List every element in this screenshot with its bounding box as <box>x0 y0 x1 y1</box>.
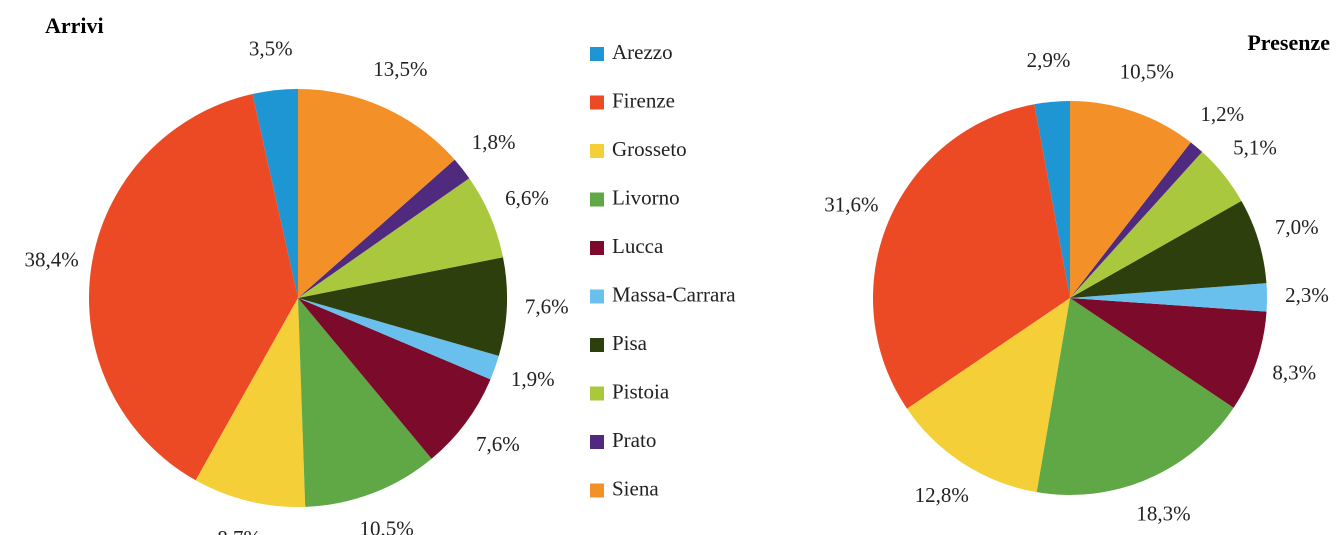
pie-slice: Lucca <box>1070 298 1267 408</box>
pie-slice: Prato <box>298 159 470 298</box>
data-label: 8,3% <box>1272 361 1316 385</box>
legend-swatch <box>590 435 604 449</box>
legend-label: Lucca <box>612 234 664 258</box>
pie-slice: Lucca <box>298 298 491 459</box>
legend-label: Siena <box>612 476 659 500</box>
legend-label: Arezzo <box>612 40 673 64</box>
pie-slice: Grosseto <box>907 298 1070 493</box>
data-label: 1,9% <box>511 367 555 391</box>
chart-title: Presenze <box>1247 30 1330 55</box>
chart-title: Arrivi <box>45 13 104 38</box>
data-label: 3,5% <box>249 36 293 60</box>
pie-slice: Pistoia <box>1070 151 1242 298</box>
data-label: 2,3% <box>1285 283 1329 307</box>
pie-slice: Livorno <box>1036 298 1234 495</box>
legend-label: Pisa <box>612 331 648 355</box>
pie-slice: Arezzo <box>252 89 298 298</box>
data-label: 18,3% <box>1136 502 1190 526</box>
data-label: 10,5% <box>360 516 414 535</box>
pie-slice: Massa-Carrara <box>298 298 499 380</box>
legend-swatch <box>590 241 604 255</box>
data-label: 31,6% <box>824 192 878 216</box>
pie-slice: Livorno <box>298 298 432 507</box>
data-label: 7,0% <box>1275 215 1319 239</box>
data-label: 12,8% <box>915 483 969 507</box>
pie-slice: Grosseto <box>195 298 306 507</box>
data-label: 5,1% <box>1233 136 1277 160</box>
pie-slice: Firenze <box>873 104 1070 409</box>
pie-slice: Prato <box>1070 142 1203 298</box>
data-label: 2,9% <box>1027 48 1071 72</box>
pie-slice: Firenze <box>89 94 298 481</box>
pie-slice: Massa-Carrara <box>1070 283 1267 312</box>
pie-slice: Siena <box>298 89 455 298</box>
legend-swatch <box>590 289 604 304</box>
pie-slice: Pisa <box>298 257 507 356</box>
data-label: 6,6% <box>505 186 549 210</box>
legend-swatch <box>590 338 604 352</box>
legend-label: Firenze <box>612 88 675 112</box>
legend-swatch <box>590 483 604 498</box>
legend-label: Prato <box>612 428 656 452</box>
data-label: 8,7% <box>217 526 261 535</box>
data-label: 7,6% <box>476 432 520 456</box>
data-label: 1,2% <box>1200 102 1244 126</box>
legend-label: Massa-Carrara <box>612 282 736 306</box>
data-label: 7,6% <box>525 294 569 318</box>
legend-swatch <box>590 386 604 401</box>
pie-slice: Siena <box>1070 101 1191 298</box>
data-label: 13,5% <box>373 57 427 81</box>
pie-slice: Arezzo <box>1034 101 1070 298</box>
legend-label: Grosseto <box>612 137 687 161</box>
legend-swatch <box>590 47 604 61</box>
data-label: 1,8% <box>472 130 516 154</box>
legend-label: Livorno <box>612 185 680 209</box>
legend-swatch <box>590 144 604 158</box>
legend-swatch <box>590 95 604 110</box>
data-label: 38,4% <box>25 248 79 272</box>
pie-slice: Pisa <box>1070 200 1267 298</box>
data-label: 10,5% <box>1120 60 1174 84</box>
legend-swatch <box>590 192 604 207</box>
pie-slice: Pistoia <box>298 178 503 298</box>
legend-label: Pistoia <box>612 379 670 403</box>
